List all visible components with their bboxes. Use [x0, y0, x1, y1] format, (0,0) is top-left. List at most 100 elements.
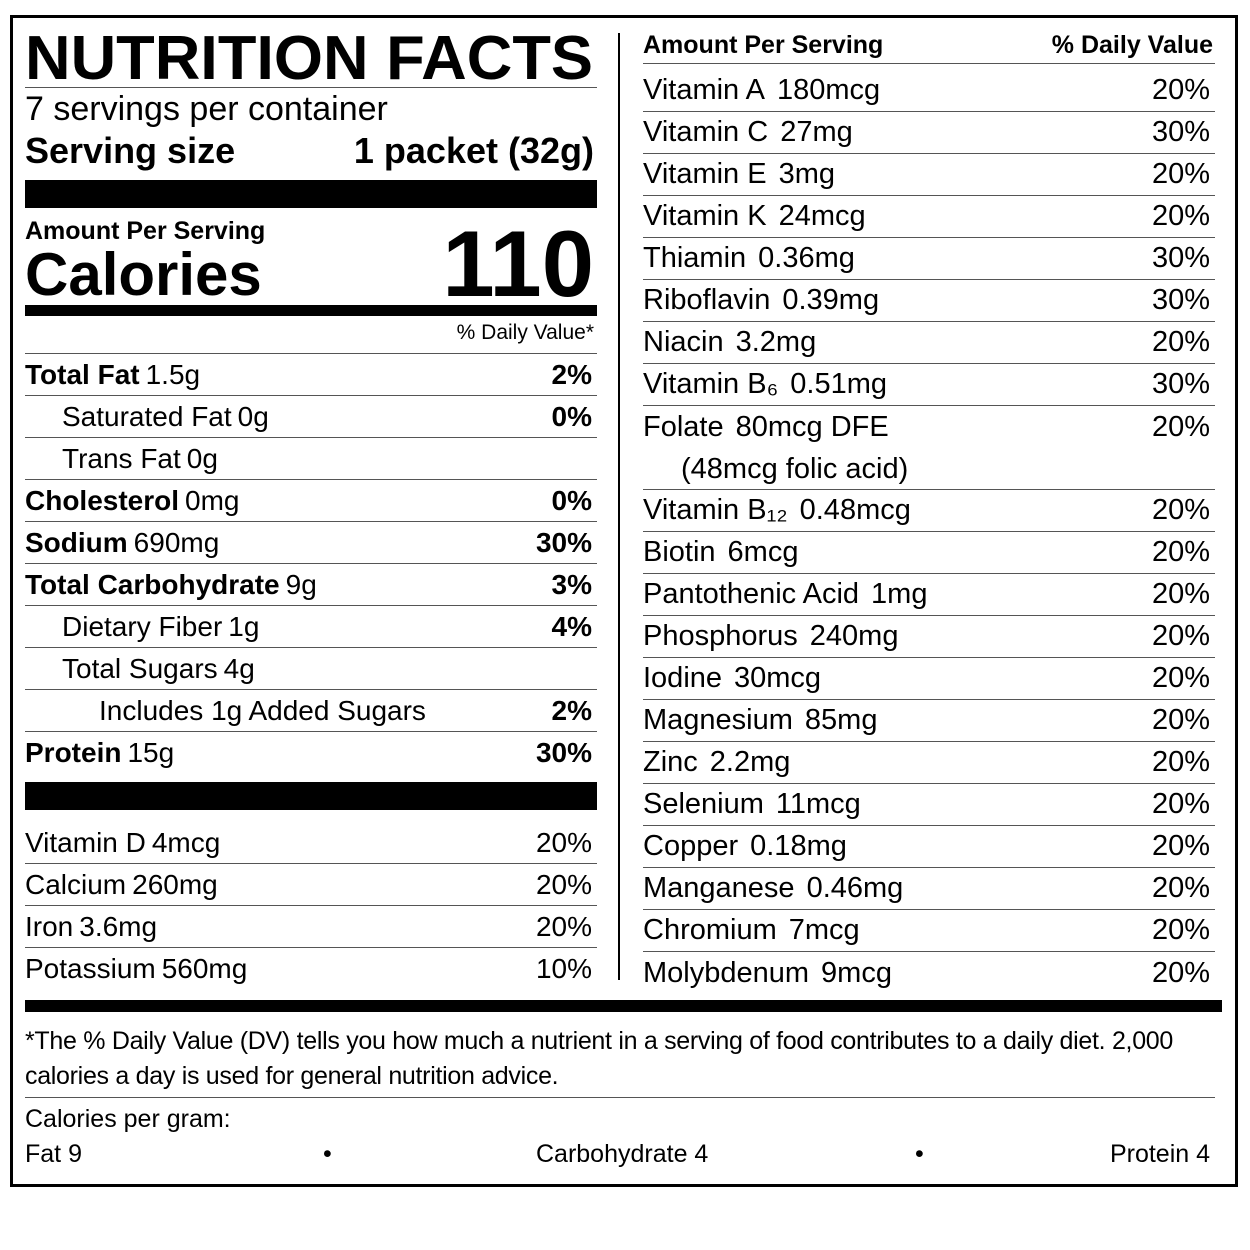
nutrient-row: Saturated Fat 0g 0%	[25, 396, 597, 438]
name-line: Vitamin E 3mg	[643, 158, 835, 191]
nutrient-amount: 11mcg	[775, 788, 861, 820]
nutrient-row: Selenium 11mcg 20%	[643, 784, 1215, 826]
calories-label: Calories	[25, 241, 262, 308]
daily-value: 30%	[1151, 368, 1210, 400]
right-heading: Amount Per Serving	[643, 31, 884, 59]
name-cell: Trans Fat 0g	[62, 443, 218, 475]
nutrient-row: Vitamin D 4mcg 20%	[25, 822, 597, 864]
nutrient-row: Magnesium 85mg 20%	[643, 700, 1215, 742]
nutrient-row: Phosphorus 240mg 20%	[643, 616, 1215, 658]
daily-value: 30%	[535, 737, 592, 768]
nutrient-amount: 0mg	[185, 484, 240, 516]
daily-value: 20%	[1151, 830, 1210, 862]
name-cell: Protein 15g	[25, 737, 174, 769]
daily-value: 20%	[1151, 326, 1210, 358]
name-line: Iodine 30mcg	[643, 662, 821, 695]
name-cell: Vitamin C 27mg	[643, 116, 853, 149]
name-line: Total Fat 1.5g	[25, 359, 200, 391]
name-line: Protein 15g	[25, 737, 174, 769]
name-line: Vitamin B₆ 0.51mg	[643, 368, 887, 401]
nutrient-name: Vitamin D	[25, 826, 146, 858]
nutrient-name: Folate	[643, 411, 724, 443]
nutrient-name: Vitamin A	[643, 74, 765, 106]
nutrient-row: Potassium 560mg 10%	[25, 948, 597, 990]
dv-heading: % Daily Value*	[456, 321, 594, 344]
nutrient-name: Thiamin	[643, 242, 747, 274]
daily-value: 20%	[535, 868, 592, 900]
nutrient-row: Total Fat 1.5g 2%	[25, 354, 597, 396]
name-line: Dietary Fiber 1g	[62, 611, 259, 643]
nutrient-amount: 30mcg	[734, 662, 822, 694]
nutrient-name: Potassium	[25, 953, 156, 984]
calories-per-gram-label: Calories per gram:	[25, 1105, 231, 1133]
nutrient-amount: 240mg	[809, 620, 899, 652]
daily-value: 0%	[551, 400, 592, 432]
daily-value: 20%	[535, 826, 592, 858]
nutrient-name: Saturated Fat	[62, 400, 232, 432]
nutrient-name: Total Carbohydrate	[25, 568, 280, 600]
name-line: Zinc 2.2mg	[643, 746, 790, 779]
nutrient-name: Iron	[25, 910, 74, 942]
name-line: Potassium 560mg	[25, 953, 247, 985]
nutrient-amount: 4g	[223, 652, 255, 684]
name-cell: Selenium 11mcg	[643, 788, 861, 821]
nutrient-row: Vitamin B₆ 0.51mg 30%	[643, 364, 1215, 406]
daily-value: 30%	[1151, 284, 1210, 316]
rule	[25, 353, 597, 354]
nutrient-amount: 3mg	[778, 158, 835, 190]
name-cell: Vitamin A 180mcg	[643, 74, 880, 107]
nutrient-row: Iron 3.6mg 20%	[25, 906, 597, 948]
medium-bar	[25, 305, 597, 316]
name-cell: Total Carbohydrate 9g	[25, 569, 317, 601]
nutrient-name: Zinc	[643, 746, 698, 778]
nutrient-row: Vitamin A 180mcg 20%	[643, 70, 1215, 112]
carbohydrate-per-gram: Carbohydrate 4	[536, 1140, 709, 1168]
nutrient-amount: 27mg	[780, 116, 853, 148]
name-line: Cholesterol 0mg	[25, 485, 240, 517]
name-line: Riboflavin 0.39mg	[643, 284, 879, 317]
name-cell: Sodium 690mg	[25, 527, 219, 559]
nutrient-row: Copper 0.18mg 20%	[643, 826, 1215, 868]
nutrient-row: Thiamin 0.36mg 30%	[643, 238, 1215, 280]
nutrient-name: Copper	[643, 830, 739, 862]
nutrient-name: Niacin	[643, 326, 724, 358]
nutrient-name: Total Fat	[25, 358, 140, 390]
nutrient-amount: 85mg	[804, 704, 878, 736]
nutrient-row: Cholesterol 0mg 0%	[25, 480, 597, 522]
daily-value: 0%	[551, 484, 592, 516]
name-line: Total Sugars 4g	[62, 653, 255, 685]
nutrient-name: Phosphorus	[643, 620, 798, 652]
nutrient-name: Magnesium	[643, 704, 793, 736]
name-line: Vitamin C 27mg	[643, 116, 853, 149]
name-line: Iron 3.6mg	[25, 911, 157, 943]
nutrient-name: Pantothenic Acid	[643, 578, 860, 610]
name-line: Calcium 260mg	[25, 869, 218, 901]
bullet: •	[323, 1140, 332, 1168]
fat-per-gram: Fat 9	[25, 1140, 82, 1168]
daily-value: 3%	[551, 568, 592, 600]
name-cell: Potassium 560mg	[25, 953, 247, 985]
nutrient-amount: 0.46mg	[806, 872, 904, 904]
name-line: Saturated Fat 0g	[62, 401, 269, 433]
name-line: Trans Fat 0g	[62, 443, 218, 475]
daily-value: 30%	[535, 526, 592, 558]
nutrient-name: Selenium	[643, 788, 764, 820]
nutrient-amount: 0g	[186, 442, 218, 474]
nutrient-name: Manganese	[643, 872, 795, 904]
nutrient-name: Vitamin E	[643, 158, 767, 190]
nutrient-amount: 9mcg	[821, 956, 892, 989]
name-cell: Riboflavin 0.39mg	[643, 284, 879, 317]
footnote: *The % Daily Value (DV) tells you how mu…	[25, 1027, 1174, 1090]
nutrient-name: Vitamin B₁₂	[643, 494, 788, 526]
name-cell: Thiamin 0.36mg	[643, 242, 855, 275]
nutrient-row: Pantothenic Acid 1mg 20%	[643, 574, 1215, 616]
nutrient-amount: 0.36mg	[758, 242, 855, 274]
nutrient-row: Vitamin E 3mg 20%	[643, 154, 1215, 196]
daily-value: 10%	[535, 953, 592, 984]
nutrient-row: Chromium 7mcg 20%	[643, 910, 1215, 952]
name-line: Manganese 0.46mg	[643, 872, 903, 905]
daily-value: 30%	[1151, 116, 1210, 148]
nutrient-name: Total Sugars	[62, 652, 218, 684]
name-cell: Magnesium 85mg	[643, 704, 877, 737]
